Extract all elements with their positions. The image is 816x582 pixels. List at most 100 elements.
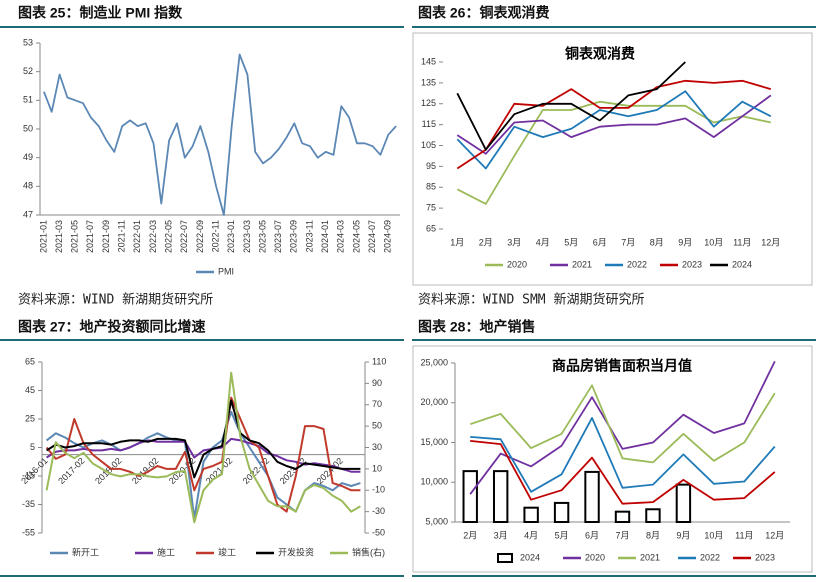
x-tick-label: 4月 bbox=[524, 530, 538, 540]
x-tick-label: 2022-01 bbox=[132, 220, 142, 253]
bar bbox=[553, 501, 570, 524]
y-tick-label: 49 bbox=[23, 152, 33, 162]
legend-swatch bbox=[497, 553, 513, 563]
y-tick-label: 15,000 bbox=[420, 437, 448, 447]
legend-label: 2022 bbox=[700, 552, 720, 562]
legend-label: 2024 bbox=[732, 259, 752, 269]
series-line bbox=[43, 53, 397, 216]
y-tick-label: 51 bbox=[23, 95, 33, 105]
y-tick-label: 5,000 bbox=[425, 516, 448, 526]
y-tick-label: 48 bbox=[23, 181, 33, 191]
x-tick-label: 6月 bbox=[585, 530, 599, 540]
x-tick-label: 2017-02 bbox=[56, 456, 86, 486]
legend-label: 2020 bbox=[507, 259, 527, 269]
y-tick-label: 145 bbox=[421, 56, 436, 66]
y-tick-label: -55 bbox=[22, 527, 35, 537]
source-note: 资料来源：WIND SMM 新湖期货研究所 bbox=[418, 292, 644, 308]
x-tick-label: 2023-03 bbox=[242, 220, 252, 253]
x-tick-label: 5月 bbox=[555, 530, 569, 540]
x-tick-label: 2022-03 bbox=[148, 220, 158, 253]
series-line bbox=[46, 399, 361, 479]
x-tick-label: 10月 bbox=[704, 237, 723, 247]
y2-tick-label: 50 bbox=[372, 421, 382, 431]
chart-frame bbox=[412, 345, 813, 573]
y2-tick-label: 70 bbox=[372, 399, 382, 409]
x-tick-label: 2022-05 bbox=[164, 220, 174, 253]
legend-label: 2020 bbox=[585, 552, 605, 562]
x-tick-label: 2023-01 bbox=[226, 220, 236, 253]
y-tick-label: 25 bbox=[25, 413, 35, 423]
bar bbox=[645, 508, 661, 523]
x-tick-label: 2023-09 bbox=[289, 220, 299, 253]
x-tick-label: 9月 bbox=[676, 530, 690, 540]
x-tick-label: 8月 bbox=[650, 237, 664, 247]
series-line bbox=[456, 79, 772, 170]
y2-tick-label: 30 bbox=[372, 442, 382, 452]
figure-caption: 图表 25：制造业 PMI 指数 bbox=[18, 5, 183, 21]
legend-label: 施工 bbox=[157, 546, 175, 557]
y-tick-label: 135 bbox=[421, 77, 436, 87]
x-tick-label: 9月 bbox=[678, 237, 692, 247]
legend-label: PMI bbox=[218, 266, 234, 276]
bar bbox=[614, 510, 631, 524]
y2-tick-label: 110 bbox=[372, 356, 386, 366]
y2-tick-label: -50 bbox=[372, 527, 385, 537]
x-tick-label: 2月 bbox=[479, 237, 493, 247]
legend-label: 新开工 bbox=[72, 546, 99, 557]
series-line bbox=[456, 90, 772, 170]
legend-label: 2022 bbox=[627, 259, 647, 269]
x-tick-label: 5月 bbox=[564, 237, 578, 247]
legend-label: 2021 bbox=[640, 552, 660, 562]
x-tick-label: 2021-02 bbox=[204, 456, 234, 486]
x-tick-label: 4月 bbox=[536, 237, 550, 247]
x-tick-label: 2021-01 bbox=[38, 220, 48, 253]
x-tick-label: 2024-03 bbox=[336, 220, 346, 253]
x-tick-label: 2023-11 bbox=[304, 220, 314, 252]
x-tick-label: 7月 bbox=[615, 530, 629, 540]
x-tick-label: 10月 bbox=[704, 530, 723, 540]
x-tick-label: 2023-05 bbox=[257, 220, 267, 253]
x-tick-label: 2018-02 bbox=[93, 456, 123, 486]
y-tick-label: 65 bbox=[25, 356, 35, 366]
x-tick-label: 2022-07 bbox=[179, 220, 189, 253]
x-tick-label: 2021-03 bbox=[54, 220, 64, 253]
y-tick-label: -35 bbox=[22, 499, 35, 509]
series-line bbox=[456, 61, 686, 151]
legend-label: 竣工 bbox=[218, 546, 236, 557]
y-tick-label: 85 bbox=[426, 182, 436, 192]
y-tick-label: 25,000 bbox=[420, 357, 448, 367]
bar bbox=[523, 506, 539, 524]
x-tick-label: 2024-01 bbox=[320, 220, 330, 253]
x-tick-label: 2022-11 bbox=[210, 220, 220, 252]
x-tick-label: 2024-09 bbox=[383, 220, 393, 253]
x-tick-label: 2月 bbox=[463, 530, 477, 540]
figure-caption: 图表 27：地产投资额同比增速 bbox=[18, 319, 205, 335]
x-tick-label: 11月 bbox=[733, 237, 751, 247]
y-tick-label: 45 bbox=[25, 385, 35, 395]
x-tick-label: 2022-09 bbox=[195, 220, 205, 253]
legend-label: 开发投资 bbox=[278, 546, 314, 557]
y-tick-label: 50 bbox=[23, 123, 33, 133]
x-tick-label: 2021-07 bbox=[85, 220, 95, 253]
y-tick-label: 95 bbox=[426, 161, 436, 171]
series-line bbox=[45, 371, 361, 524]
x-tick-label: 1月 bbox=[450, 237, 464, 247]
x-tick-label: 8月 bbox=[646, 530, 660, 540]
y2-tick-label: -30 bbox=[372, 506, 385, 516]
x-tick-label: 12月 bbox=[765, 530, 784, 540]
x-tick-label: 3月 bbox=[507, 237, 521, 247]
y-tick-label: 20,000 bbox=[420, 397, 448, 407]
x-tick-label: 2023-02 bbox=[278, 456, 308, 486]
bar bbox=[492, 470, 509, 523]
x-tick-label: 2019-02 bbox=[130, 456, 160, 486]
y-tick-label: 115 bbox=[422, 119, 436, 129]
x-tick-label: 2023-07 bbox=[273, 220, 283, 253]
y-tick-label: 5 bbox=[30, 442, 35, 452]
series-line bbox=[45, 396, 361, 513]
y2-tick-label: -10 bbox=[372, 485, 385, 495]
y-tick-label: 75 bbox=[426, 203, 436, 213]
bar bbox=[462, 470, 478, 523]
bar bbox=[584, 470, 600, 524]
x-tick-label: 2024-07 bbox=[367, 220, 377, 253]
bar bbox=[675, 483, 692, 524]
